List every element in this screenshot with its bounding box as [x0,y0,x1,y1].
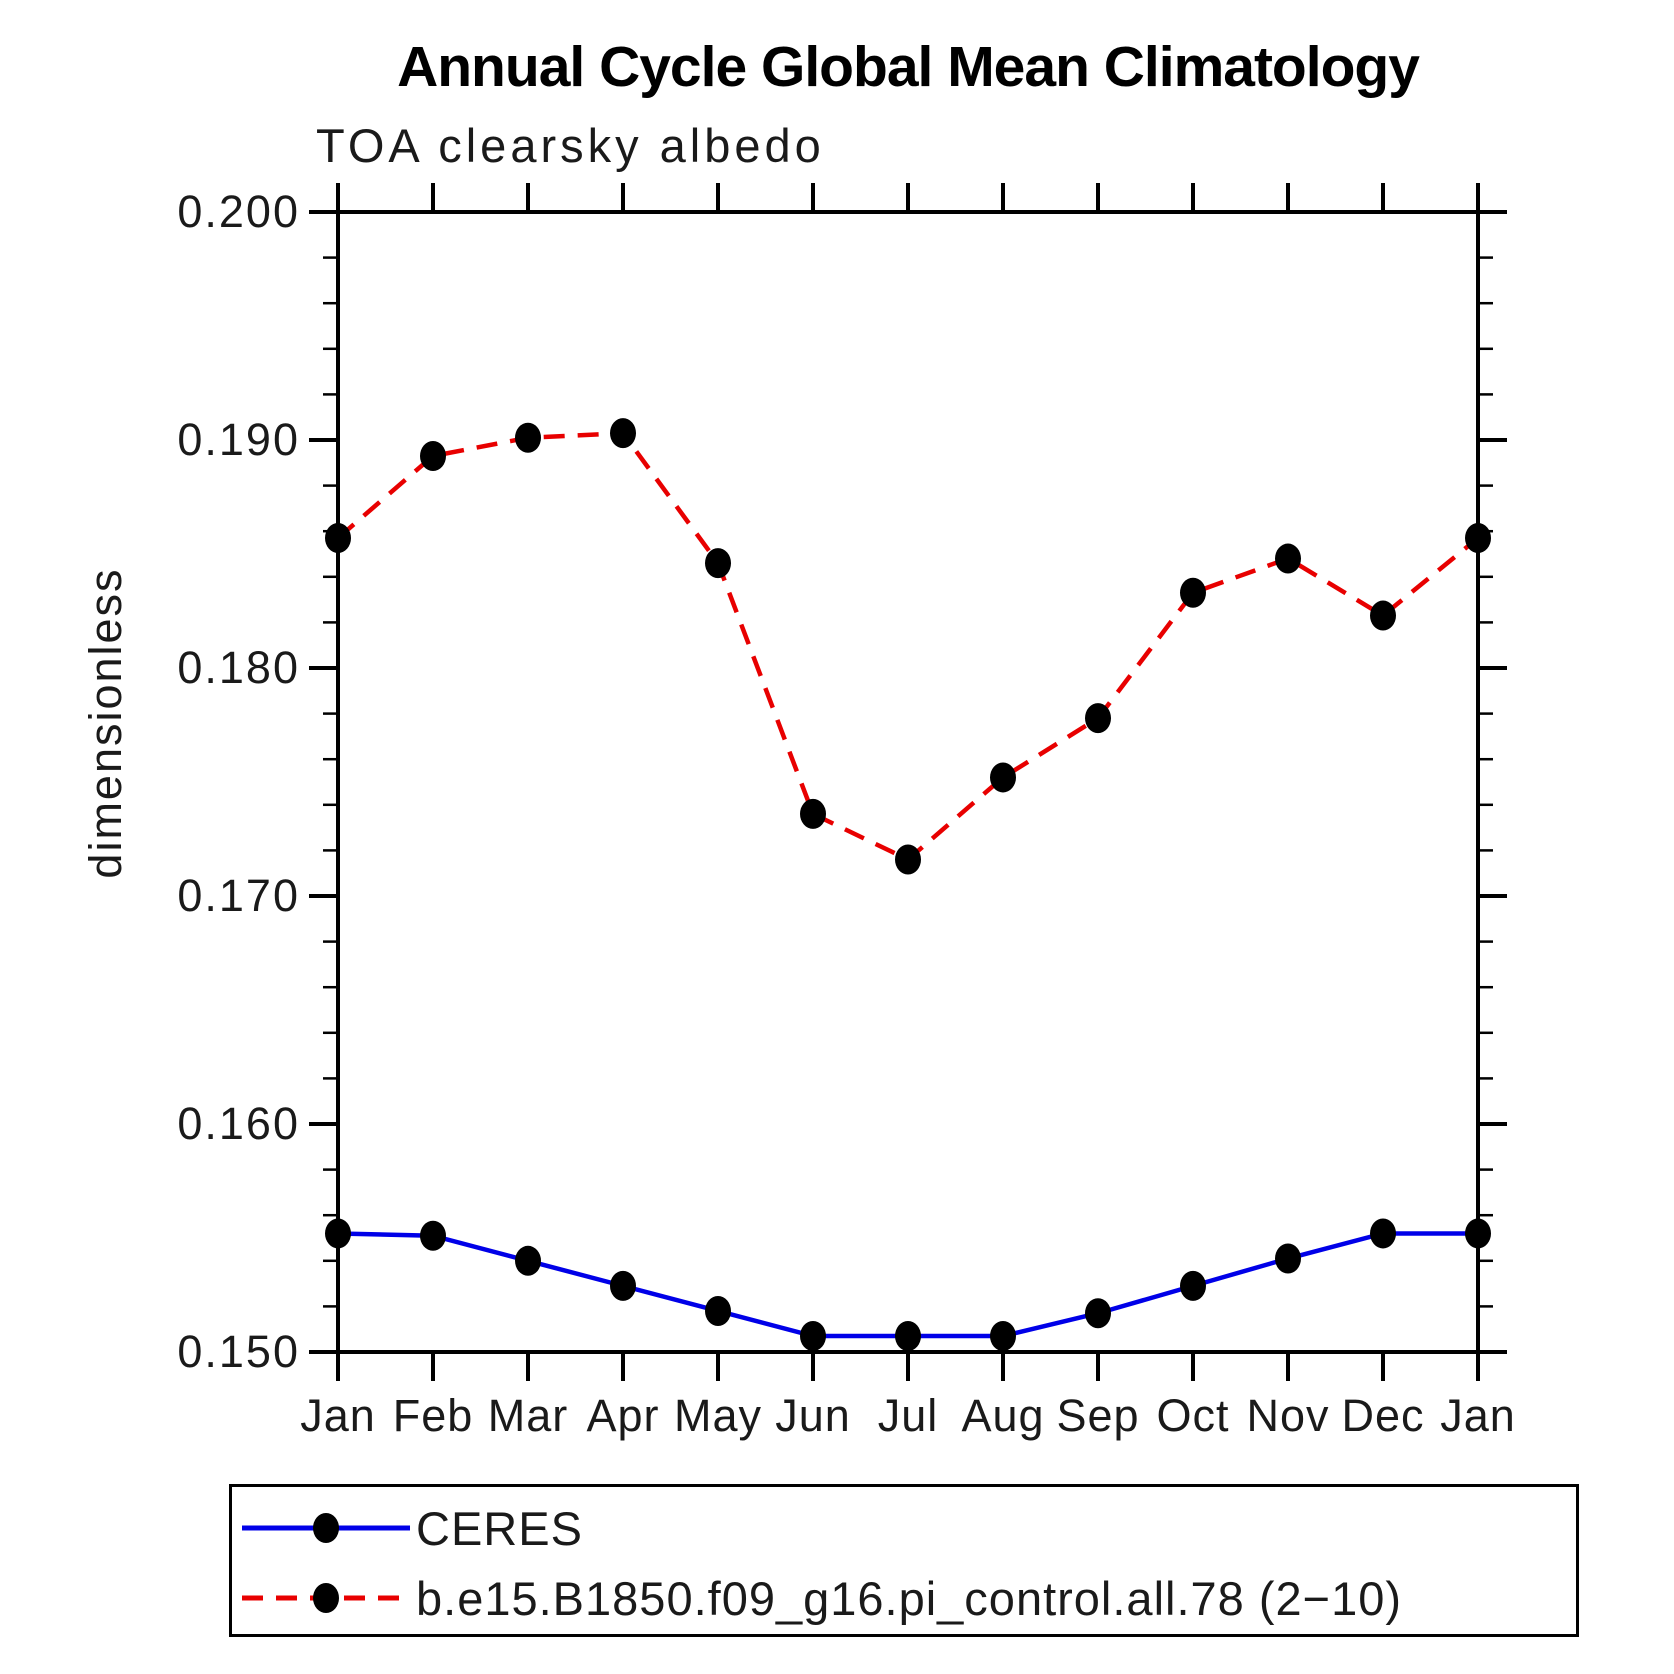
x-tick-label: Sep [1056,1390,1140,1441]
data-point-marker [1370,1218,1396,1249]
data-point-marker [325,1218,351,1249]
data-point-marker [325,523,351,554]
legend: CERES b.e15.B1850.f09_g16.pi_control.all… [229,1484,1579,1637]
series-line-1 [336,430,1480,863]
legend-entry-ceres: CERES [236,1495,583,1561]
legend-marker-dot [313,1513,339,1543]
data-point-marker [1180,1270,1206,1301]
y-tick-label: 0.170 [177,870,300,921]
data-point-marker [990,1321,1016,1352]
chart-subtitle: TOA clearsky albedo [316,119,825,172]
data-point-marker [895,1321,921,1352]
data-point-marker [420,1220,446,1251]
legend-line-sample-dashed [242,1583,410,1613]
data-point-marker [515,1245,541,1276]
x-tick-label: Jan [1440,1390,1516,1441]
x-tick-label: Aug [961,1390,1045,1441]
data-point-marker [610,418,636,449]
data-point-marker [1370,600,1396,631]
data-point-marker [895,844,921,875]
legend-entry-model: b.e15.B1850.f09_g16.pi_control.all.78 (2… [236,1565,1402,1631]
x-tick-label: Oct [1156,1390,1230,1441]
x-tick-label: Mar [487,1390,569,1441]
data-point-marker [800,798,826,829]
data-point-marker [1085,1298,1111,1329]
x-tick-label: Jan [300,1390,376,1441]
legend-marker-dot [313,1583,339,1613]
legend-line-sample-solid [242,1513,410,1543]
data-point-marker [1275,543,1301,574]
data-point-marker [1275,1243,1301,1274]
data-point-marker [705,1295,731,1326]
data-point-marker [1465,1218,1491,1249]
y-tick-label: 0.190 [177,414,300,465]
data-point-marker [610,1270,636,1301]
chart-title: Annual Cycle Global Mean Climatology [397,35,1420,99]
data-point-marker [1180,577,1206,608]
plot-frame [336,210,1480,1354]
data-point-marker [705,548,731,579]
x-tick-label: Dec [1341,1390,1425,1441]
data-point-marker [800,1321,826,1352]
data-point-marker [1465,523,1491,554]
data-point-marker [990,762,1016,793]
legend-label: CERES [416,1501,583,1555]
x-tick-label: Jun [775,1390,851,1441]
x-tick-label: Jul [877,1390,939,1441]
data-point-marker [1085,703,1111,734]
series-line-0 [337,1231,1478,1339]
data-point-marker [515,422,541,453]
x-tick-label: Apr [586,1390,660,1441]
y-tick-label: 0.180 [177,642,300,693]
x-tick-label: Nov [1246,1390,1330,1441]
y-tick-label: 0.200 [177,186,300,237]
x-tick-label: May [673,1390,762,1441]
x-tick-label: Feb [392,1390,474,1441]
legend-label: b.e15.B1850.f09_g16.pi_control.all.78 (2… [416,1571,1403,1625]
y-tick-label: 0.150 [177,1326,300,1377]
data-point-marker [420,440,446,471]
y-tick-label: 0.160 [177,1098,300,1149]
